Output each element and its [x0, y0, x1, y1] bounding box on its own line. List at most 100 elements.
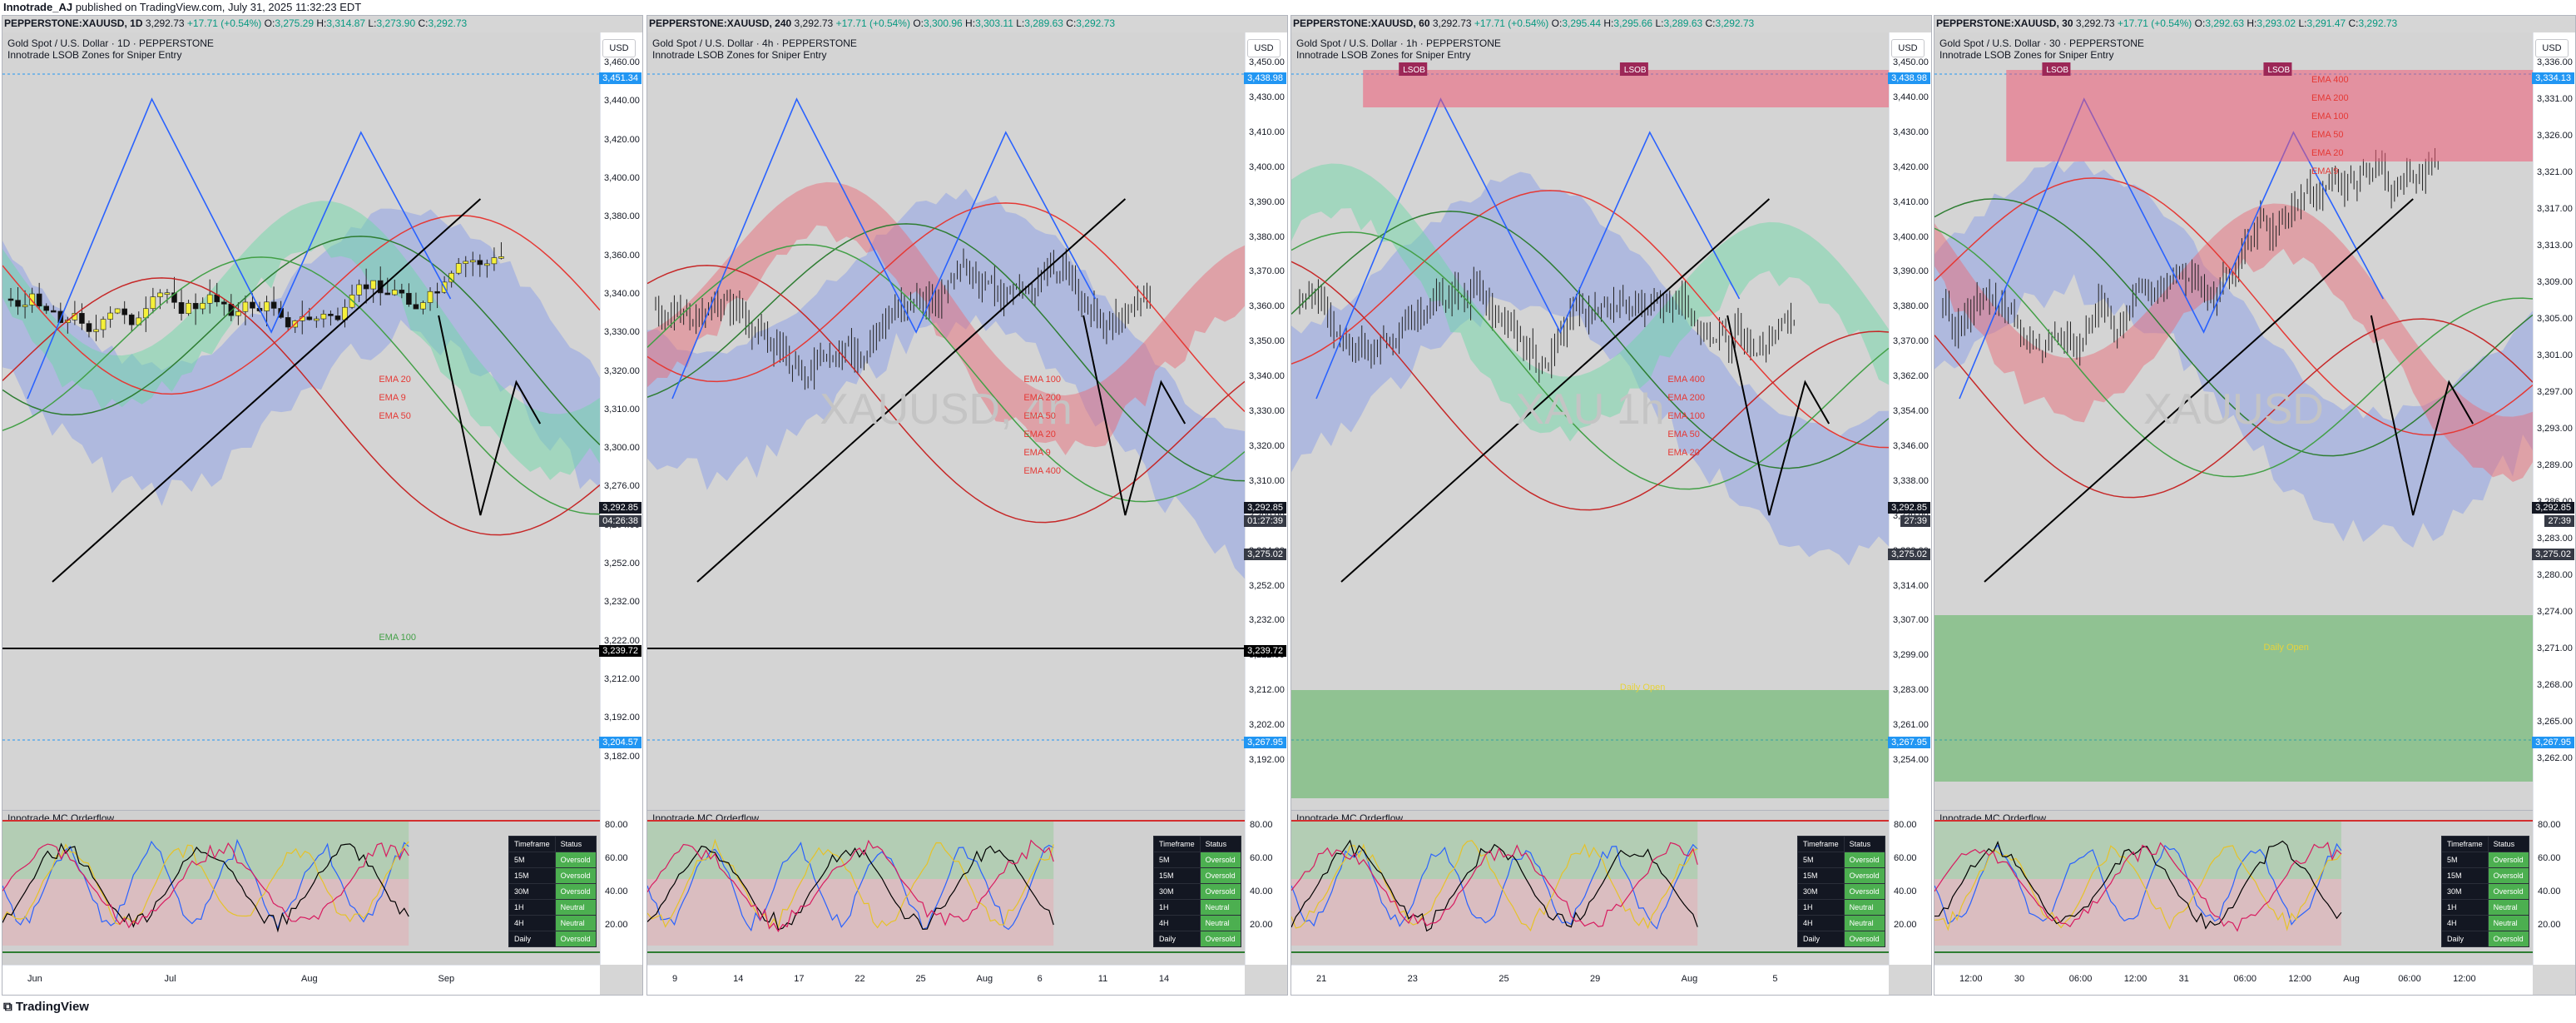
ema-label: EMA 9 [379, 393, 405, 403]
status-cell: Oversold [1199, 883, 1241, 900]
price-axis[interactable]: 3,450.00 3,440.00 3,430.00 3,420.00 3,410.00… [1889, 32, 1931, 965]
price-tick: 3,450.00 [1893, 57, 1929, 67]
supply-zone [1363, 70, 1889, 107]
price-chart[interactable]: Gold Spot / U.S. Dollar · 4h · PEPPERSTO… [647, 32, 1245, 815]
timeframe-cell: 30M [1797, 883, 1845, 900]
bar-countdown-value: 04:26:38 [602, 516, 638, 526]
price-axis[interactable]: 3,336.00 3,331.00 3,326.00 3,321.00 3,317.00… [2533, 32, 2575, 965]
ohlc-change: +17.71 (+0.54%) [1474, 17, 1549, 29]
projection-path[interactable] [438, 315, 542, 516]
oscillator-line [647, 842, 1054, 932]
chart-panel-3[interactable]: PEPPERSTONE:XAUUSD, 60 3,292.73 +17.71 (… [1290, 15, 1932, 996]
candle-body [270, 301, 277, 309]
ohlc-o: 3,275.29 [275, 17, 315, 29]
currency-button[interactable]: USD [1247, 39, 1281, 57]
indicator-name[interactable]: Innotrade LSOB Zones for Sniper Entry [1296, 49, 1471, 61]
trend-line[interactable] [1984, 198, 2414, 583]
projection-path[interactable] [2370, 315, 2474, 516]
price-tick: 3,314.00 [1893, 580, 1929, 591]
oscillator-line [2, 842, 409, 929]
price-axis[interactable]: 3,460.00 3,440.00 3,420.00 3,400.00 3,380.00… [600, 32, 642, 965]
price-chart[interactable]: Gold Spot / U.S. Dollar · 1D · PEPPERSTO… [2, 32, 600, 815]
lsob-badge[interactable] [2263, 62, 2292, 76]
projection-path[interactable] [1082, 315, 1186, 516]
candle-body [15, 300, 21, 307]
table-header-row: Timeframe Status [508, 836, 597, 852]
orderflow-indicator[interactable]: Innotrade MC Orderflow Timeframe Status 5M O… [647, 810, 1245, 965]
trend-line[interactable] [52, 198, 482, 583]
ask-price-tag: 3,292.85 [1244, 502, 1286, 514]
ask-price-tag: 3,292.85 [1888, 502, 1930, 514]
price-tick: 3,310.00 [1249, 475, 1285, 486]
price-plot[interactable]: EMA 20 EMA 9 EMA 50 EMA 100 [2, 32, 600, 815]
orderflow-indicator[interactable]: Innotrade MC Orderflow Timeframe Status 5M O… [1934, 810, 2533, 965]
candle-body [79, 313, 85, 324]
ema-label: EMA 400 [1667, 375, 1705, 385]
oscillator-line [1291, 842, 1698, 927]
high-price-tag-value: 3,438.98 [1891, 73, 1927, 83]
table-header-cell: Status [2487, 836, 2529, 852]
oscillator-tick: 60.00 [1250, 853, 1273, 863]
orderflow-indicator[interactable]: Innotrade MC Orderflow Timeframe Status 5M O… [1291, 810, 1889, 965]
indicator-name[interactable]: Innotrade LSOB Zones for Sniper Entry [7, 49, 182, 61]
price-tick: 3,313.00 [2537, 241, 2573, 251]
oversold-band [1934, 879, 2341, 946]
lsob-badge[interactable] [2042, 62, 2071, 76]
lsob-label: LSOB [1624, 66, 1647, 75]
candle-body [178, 302, 185, 315]
candle-body [320, 313, 327, 320]
daily-open-label: Daily Open [2263, 643, 2308, 653]
ohlc-prefix: L: [1013, 17, 1025, 29]
ema-label: EMA 400 [1023, 466, 1061, 476]
price-tick: 3,450.00 [1249, 57, 1285, 67]
lsob-badge[interactable] [1619, 62, 1648, 76]
chart-panel-2[interactable]: PEPPERSTONE:XAUUSD, 240 3,292.73 +17.71 … [646, 15, 1288, 996]
ohlc-prefix: O: [2192, 17, 2206, 29]
oscillator-tick: 20.00 [605, 920, 628, 930]
trend-line[interactable] [696, 198, 1127, 583]
currency-button[interactable]: USD [602, 39, 636, 57]
status-cell: Oversold [554, 852, 597, 868]
price-chart[interactable]: Gold Spot / U.S. Dollar · 1h · PEPPERSTO… [1291, 32, 1889, 815]
lsob-badge[interactable] [1399, 62, 1428, 76]
author-name[interactable]: Innotrade_AJ [3, 1, 73, 13]
high-price-tag: 3,451.34 [599, 72, 642, 84]
candle-body [57, 310, 64, 323]
currency-button[interactable]: USD [1891, 39, 1925, 57]
ema-line [2, 215, 600, 395]
ask-price-tag: 3,292.85 [599, 502, 642, 514]
tradingview-logo[interactable]: ⧉ TradingView [3, 1000, 89, 1014]
price-axis[interactable]: 3,450.00 3,430.00 3,410.00 3,400.00 3,390.00… [1245, 32, 1287, 965]
status-cell: Oversold [1843, 852, 1885, 868]
price-tick: 3,430.00 [1249, 92, 1285, 102]
indicator-name[interactable]: Innotrade LSOB Zones for Sniper Entry [1939, 49, 2114, 61]
oscillator-tick: 80.00 [605, 820, 628, 830]
price-plot[interactable]: XAUUSD EMA 400 EMA 200 EMA 100 EMA 50 EMA 20 E… [1934, 32, 2533, 815]
price-tick: 3,307.00 [1893, 615, 1929, 626]
mid-price-tag: 3,275.02 [1888, 549, 1930, 560]
oscillator-line [2, 841, 409, 926]
chart-panel-4[interactable]: PEPPERSTONE:XAUUSD, 30 3,292.73 +17.71 (… [1934, 15, 2576, 996]
bar-countdown-value: 01:27:39 [1247, 516, 1283, 526]
price-tick: 3,460.00 [604, 57, 640, 67]
projection-path[interactable] [1726, 315, 1830, 516]
status-cell: Oversold [554, 883, 597, 900]
low-price-tag-value: 3,267.95 [1247, 737, 1283, 747]
time-axis[interactable]: 12:00 30 06:00 12:00 31 06:00 12:00 Aug 06:00 12:… [1934, 965, 2533, 995]
indicator-name[interactable]: Innotrade LSOB Zones for Sniper Entry [652, 49, 827, 61]
time-axis[interactable]: Jun Jul Aug Sep [2, 965, 600, 995]
trend-line[interactable] [1340, 198, 1771, 583]
time-tick: 06:00 [2233, 974, 2257, 984]
ohlc-legend: PEPPERSTONE:XAUUSD, 60 3,292.73 +17.71 (… [1293, 17, 1754, 29]
ema-label: EMA 100 [2311, 112, 2349, 122]
time-axis[interactable]: 21 23 25 29 Aug 5 [1291, 965, 1889, 995]
currency-button[interactable]: USD [2535, 39, 2569, 57]
timeframe-cell: Daily [1797, 931, 1845, 947]
chart-panel-1[interactable]: PEPPERSTONE:XAUUSD, 1D 3,292.73 +17.71 (… [2, 15, 643, 996]
price-chart[interactable]: Gold Spot / U.S. Dollar · 30 · PEPPERSTO… [1934, 32, 2533, 815]
time-axis[interactable]: 9 14 17 22 25 Aug 6 11 14 [647, 965, 1245, 995]
price-tick: 3,283.00 [2537, 534, 2573, 544]
orderflow-indicator[interactable]: Innotrade MC Orderflow Timeframe Status 5M O… [2, 810, 600, 965]
